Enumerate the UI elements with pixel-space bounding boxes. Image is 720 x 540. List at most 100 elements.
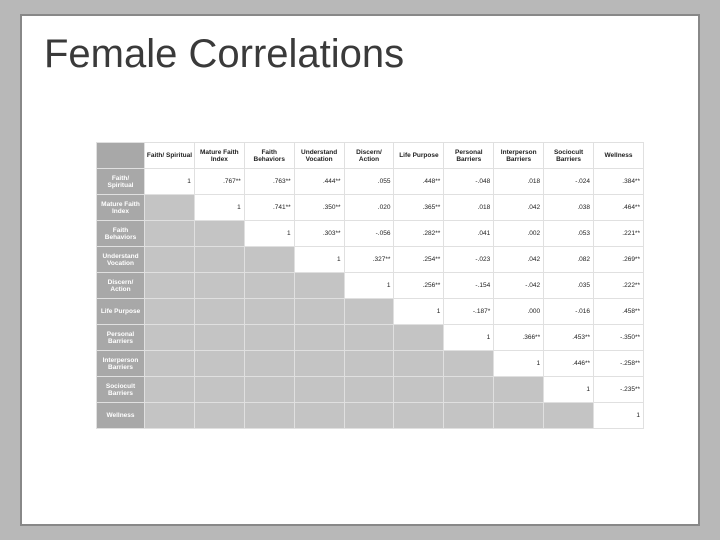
table-cell (194, 377, 244, 403)
col-header: Mature Faith Index (194, 143, 244, 169)
slide-title: Female Correlations (44, 32, 680, 77)
correlation-table-wrap: Faith/ Spiritual Mature Faith Index Fait… (96, 142, 644, 429)
table-cell: .767** (194, 169, 244, 195)
table-cell: .018 (494, 169, 544, 195)
table-cell (344, 351, 394, 377)
col-header: Sociocult Barriers (544, 143, 594, 169)
table-cell: 1 (244, 221, 294, 247)
table-row: Personal Barriers1.366**.453**-.350** (97, 325, 644, 351)
row-header: Faith/ Spiritual (97, 169, 145, 195)
table-cell (294, 377, 344, 403)
table-cell (145, 273, 195, 299)
table-cell (145, 403, 195, 429)
table-cell: .000 (494, 299, 544, 325)
table-cell: .350** (294, 195, 344, 221)
table-cell: 1 (394, 299, 444, 325)
table-cell: .082 (544, 247, 594, 273)
table-cell: .222** (594, 273, 644, 299)
table-cell: .327** (344, 247, 394, 273)
col-header: Interperson Barriers (494, 143, 544, 169)
table-cell: .741** (244, 195, 294, 221)
table-cell: -.258** (594, 351, 644, 377)
table-cell (145, 325, 195, 351)
table-row: Faith Behaviors1.303**-.056.282**.041.00… (97, 221, 644, 247)
table-cell: .384** (594, 169, 644, 195)
table-cell: .053 (544, 221, 594, 247)
table-cell (394, 403, 444, 429)
table-cell (494, 403, 544, 429)
col-header: Faith/ Spiritual (145, 143, 195, 169)
row-header: Understand Vocation (97, 247, 145, 273)
table-cell: .042 (494, 247, 544, 273)
table-cell: 1 (494, 351, 544, 377)
table-header-row: Faith/ Spiritual Mature Faith Index Fait… (97, 143, 644, 169)
table-cell (244, 299, 294, 325)
table-cell: .254** (394, 247, 444, 273)
table-cell (294, 299, 344, 325)
table-cell: .221** (594, 221, 644, 247)
table-cell: .448** (394, 169, 444, 195)
table-cell: .366** (494, 325, 544, 351)
table-cell: .453** (544, 325, 594, 351)
table-cell (394, 377, 444, 403)
table-row: Life Purpose1-.187*.000-.016.458** (97, 299, 644, 325)
table-cell: -.187* (444, 299, 494, 325)
table-cell: -.042 (494, 273, 544, 299)
row-header: Life Purpose (97, 299, 145, 325)
table-cell (244, 325, 294, 351)
table-cell (145, 351, 195, 377)
table-cell (194, 325, 244, 351)
table-cell (344, 403, 394, 429)
table-cell (444, 377, 494, 403)
table-cell: 1 (294, 247, 344, 273)
row-header: Sociocult Barriers (97, 377, 145, 403)
table-cell: 1 (145, 169, 195, 195)
table-cell: .055 (344, 169, 394, 195)
table-cell (244, 273, 294, 299)
col-header: Understand Vocation (294, 143, 344, 169)
table-cell (394, 325, 444, 351)
table-cell: -.154 (444, 273, 494, 299)
col-header: Faith Behaviors (244, 143, 294, 169)
table-cell: .763** (244, 169, 294, 195)
row-header: Faith Behaviors (97, 221, 145, 247)
table-cell (194, 221, 244, 247)
table-cell (444, 351, 494, 377)
table-cell: .042 (494, 195, 544, 221)
table-cell: .464** (594, 195, 644, 221)
table-cell (544, 403, 594, 429)
table-cell (145, 247, 195, 273)
table-cell: .041 (444, 221, 494, 247)
table-cell: -.016 (544, 299, 594, 325)
table-row: Sociocult Barriers1-.235** (97, 377, 644, 403)
table-cell (244, 377, 294, 403)
table-cell: .020 (344, 195, 394, 221)
col-header: Life Purpose (394, 143, 444, 169)
table-cell (344, 325, 394, 351)
table-cell (294, 351, 344, 377)
table-cell (294, 325, 344, 351)
table-row: Discern/ Action1.256**-.154-.042.035.222… (97, 273, 644, 299)
table-cell (394, 351, 444, 377)
table-cell (444, 403, 494, 429)
table-cell (344, 377, 394, 403)
table-cell (145, 221, 195, 247)
table-cell: .282** (394, 221, 444, 247)
table-row: Wellness1 (97, 403, 644, 429)
table-cell: .038 (544, 195, 594, 221)
table-row: Faith/ Spiritual1.767**.763**.444**.055.… (97, 169, 644, 195)
table-cell: -.023 (444, 247, 494, 273)
correlation-table: Faith/ Spiritual Mature Faith Index Fait… (96, 142, 644, 429)
row-header: Discern/ Action (97, 273, 145, 299)
table-cell: 1 (194, 195, 244, 221)
table-row: Understand Vocation 1.327**.254**-.023.04… (97, 247, 644, 273)
table-cell (145, 299, 195, 325)
table-cell: 1 (544, 377, 594, 403)
table-cell: .002 (494, 221, 544, 247)
table-cell: 1 (444, 325, 494, 351)
table-cell (294, 403, 344, 429)
table-cell (244, 247, 294, 273)
table-cell (145, 195, 195, 221)
table-cell (194, 351, 244, 377)
table-cell (294, 273, 344, 299)
